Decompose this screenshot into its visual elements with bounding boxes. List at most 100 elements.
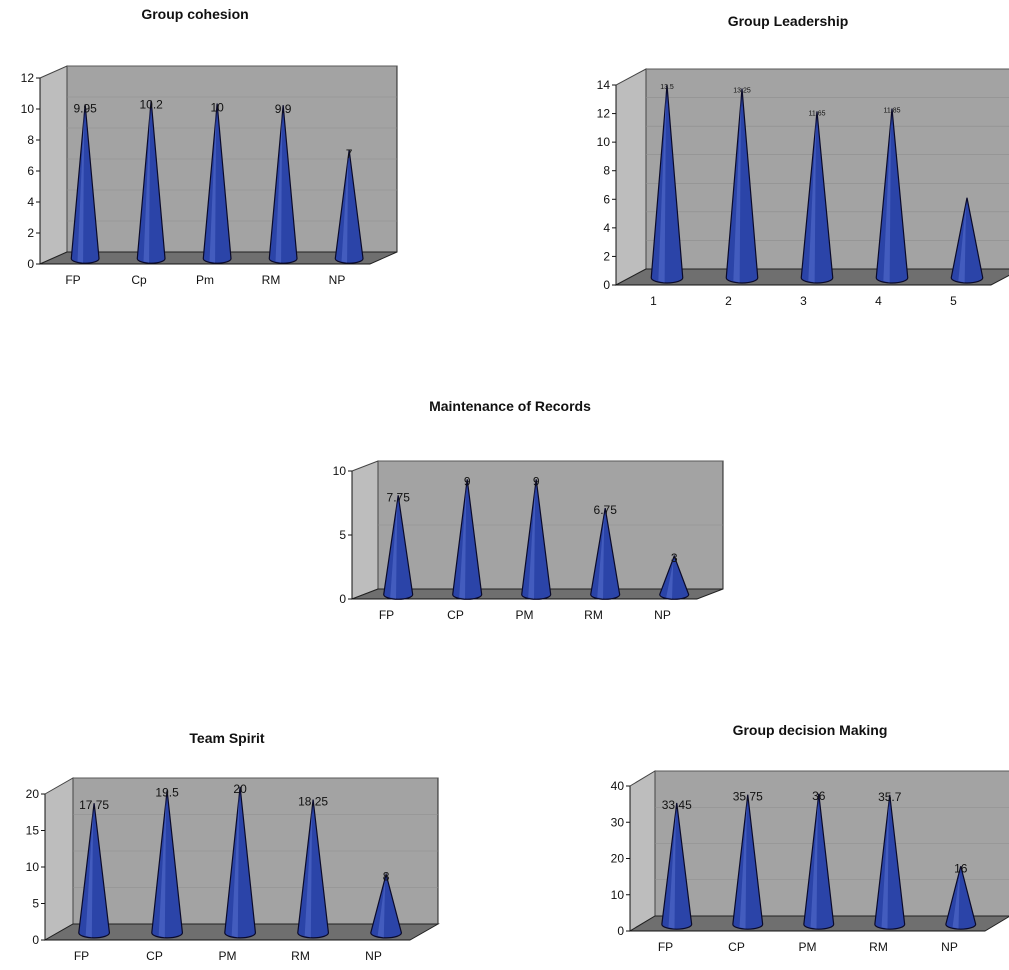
category-label-4: 4 — [875, 294, 882, 308]
y-tick-label: 8 — [603, 164, 610, 178]
cone-highlight — [808, 117, 816, 283]
y-tick-label: 40 — [611, 779, 625, 793]
category-label-np: NP — [654, 608, 671, 622]
y-tick-label: 0 — [32, 933, 39, 947]
y-tick-label: 14 — [597, 78, 611, 92]
data-label: 9.95 — [73, 101, 97, 115]
bar-group-cohesion-cp — [136, 100, 166, 264]
bar-group-decision-making-fp — [661, 802, 693, 930]
cone-body — [383, 495, 414, 600]
category-label-pm: PM — [219, 949, 237, 963]
category-label-fp: FP — [658, 940, 673, 954]
plot-side-wall — [615, 68, 647, 286]
data-label: 7.75 — [387, 490, 411, 504]
cone-body — [659, 554, 690, 600]
cone-body — [661, 802, 693, 930]
cone-highlight — [209, 109, 217, 263]
cone-body — [521, 479, 552, 600]
category-label-np: NP — [365, 949, 382, 963]
data-label: 35.7 — [878, 790, 902, 804]
chart-title: Group cohesion — [141, 6, 248, 22]
cone-highlight — [597, 514, 605, 599]
y-tick-label: 2 — [27, 226, 34, 240]
plot-side-wall — [39, 65, 68, 265]
cone-body — [136, 100, 166, 264]
y-tick-label: 6 — [27, 164, 34, 178]
cone-highlight — [881, 800, 889, 929]
data-label: 36 — [812, 789, 826, 803]
cone-body — [151, 790, 184, 939]
bar-group-decision-making-cp — [732, 794, 764, 930]
y-tick-label: 15 — [26, 824, 40, 838]
y-tick-label: 5 — [339, 528, 346, 542]
y-tick-label: 4 — [603, 221, 610, 235]
category-label-2: 2 — [725, 294, 732, 308]
chart-group-cohesion-svg: Group cohesion 0 2 4 6 8 10 12 FP 9.95 Cp 10.2 Pm 10 R… — [21, 6, 398, 287]
y-tick-label: 10 — [333, 464, 347, 478]
bar-group-cohesion-np — [334, 150, 364, 264]
cone-highlight — [958, 203, 966, 283]
y-tick-label: 10 — [597, 135, 611, 149]
bar-group-cohesion-pm — [202, 103, 232, 264]
y-tick-label: 10 — [21, 102, 35, 116]
chart-title: Maintenance of Records — [429, 398, 591, 414]
data-label: 20 — [233, 782, 247, 796]
plot-side-wall — [44, 777, 74, 941]
bar-maintenance-of-records-fp — [383, 495, 414, 600]
y-tick-label: 0 — [617, 924, 624, 938]
category-label-1: 1 — [650, 294, 657, 308]
cone-body — [334, 150, 364, 264]
chart-team-spirit: Team Spirit 0 5 10 15 20 FP 17.75 CP 19.5 PM 20 RM 18… — [0, 715, 440, 970]
bar-group-leadership-1 — [650, 84, 684, 284]
bar-group-cohesion-rm — [268, 105, 298, 264]
data-label: 16 — [954, 861, 968, 875]
cone-highlight — [275, 111, 283, 263]
y-tick-label: 10 — [611, 888, 625, 902]
cone-highlight — [668, 808, 676, 929]
category-label-rm: RM — [262, 273, 281, 287]
category-label-3: 3 — [800, 294, 807, 308]
y-tick-label: 12 — [597, 107, 611, 121]
category-label-fp: FP — [74, 949, 89, 963]
bar-group-decision-making-np — [945, 866, 977, 930]
y-tick-label: 8 — [27, 133, 34, 147]
cone-highlight — [77, 110, 85, 263]
cone-body — [874, 794, 906, 930]
cone-body — [875, 108, 909, 284]
bar-maintenance-of-records-np — [659, 554, 690, 600]
bar-team-spirit-cp — [151, 790, 184, 939]
cone-body — [70, 104, 100, 264]
category-label-cp: CP — [447, 608, 464, 622]
y-tick-label: 4 — [27, 195, 34, 209]
bar-group-decision-making-rm — [874, 794, 906, 930]
bar-group-leadership-4 — [875, 108, 909, 284]
y-tick-label: 30 — [611, 815, 625, 829]
plot-side-wall — [629, 770, 656, 932]
data-label: 11.85 — [884, 108, 901, 115]
cone-body — [268, 105, 298, 264]
category-label-5: 5 — [950, 294, 957, 308]
data-label: 9 — [464, 474, 471, 488]
data-label: 3 — [671, 551, 678, 565]
bar-team-spirit-fp — [78, 803, 111, 939]
chart-group-cohesion: Group cohesion 0 2 4 6 8 10 12 FP 9.95 Cp 10.2 Pm 10 R… — [0, 0, 420, 300]
bar-group-leadership-2 — [725, 88, 759, 284]
cone-highlight — [231, 792, 240, 938]
cone-body — [452, 479, 483, 600]
bar-group-leadership-5 — [950, 197, 984, 284]
cone-highlight — [733, 94, 741, 283]
cone-body — [590, 508, 621, 600]
chart-group-decision-making-svg: Group decision Making 0 10 20 30 40 FP 33.45 CP 3… — [611, 722, 1009, 954]
chart-group-decision-making: Group decision Making 0 10 20 30 40 FP 33.45 CP 3… — [580, 708, 1009, 970]
cone-highlight — [143, 106, 151, 263]
y-tick-label: 20 — [26, 787, 40, 801]
cone-highlight — [341, 156, 349, 263]
cone-body — [800, 111, 834, 284]
chart-group-leadership-svg: Group Leadership 0 2 4 6 8 10 12 14 1 13.5 2 13.25 3 1… — [597, 13, 1009, 308]
y-tick-label: 6 — [603, 192, 610, 206]
category-label-cp: CP — [728, 940, 745, 954]
cone-highlight — [739, 800, 747, 929]
bar-maintenance-of-records-rm — [590, 508, 621, 600]
cone-body — [725, 88, 759, 284]
category-label-rm: RM — [291, 949, 310, 963]
